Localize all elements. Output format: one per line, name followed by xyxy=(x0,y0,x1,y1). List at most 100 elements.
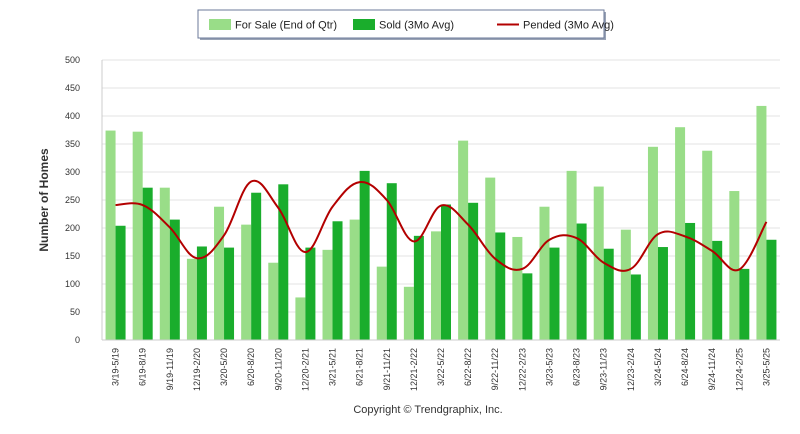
bar-for-sale xyxy=(159,187,170,340)
y-tick-label: 200 xyxy=(65,223,80,233)
bar-for-sale xyxy=(675,127,686,340)
x-tick-label: 9/23-11/23 xyxy=(599,348,609,390)
y-tick-label: 300 xyxy=(65,167,80,177)
bar-sold xyxy=(712,240,723,340)
legend-box xyxy=(197,9,605,39)
bar-for-sale xyxy=(349,219,360,340)
y-tick-label: 150 xyxy=(65,251,80,261)
bar-for-sale xyxy=(620,229,631,340)
y-tick-label: 50 xyxy=(70,307,80,317)
x-tick-label: 12/21-2/22 xyxy=(409,348,419,391)
bar-sold xyxy=(522,273,533,340)
bar-sold xyxy=(305,247,316,340)
y-tick-label: 100 xyxy=(65,279,80,289)
x-tick-label: 12/19-2/20 xyxy=(192,348,202,391)
bar-sold xyxy=(142,187,153,340)
bar-sold xyxy=(766,239,777,340)
pended-line-layer xyxy=(115,179,768,272)
bar-for-sale xyxy=(539,206,550,340)
x-tick-label: 3/22-5/22 xyxy=(436,348,446,386)
copyright-text: Copyright © Trendgraphix, Inc. xyxy=(353,404,502,416)
x-tick-label: 6/23-8/23 xyxy=(572,348,582,386)
y-tick-label: 500 xyxy=(65,55,80,65)
bar-sold xyxy=(685,222,696,340)
bar-sold xyxy=(657,247,668,340)
bar-for-sale xyxy=(186,258,197,340)
y-axis-title: Number of Homes xyxy=(37,148,51,252)
bar-for-sale xyxy=(756,105,767,340)
y-tick-label: 350 xyxy=(65,139,80,149)
axes: 0 50 100 150 200 250 300 350 400 450 500 3/19-5/19 6… xyxy=(65,55,780,391)
bar-sold xyxy=(441,204,451,340)
x-tick-label: 3/25-5/25 xyxy=(761,348,771,386)
bar-sold xyxy=(359,170,370,340)
bar-sold xyxy=(386,183,397,340)
x-tick-label: 12/23-2/24 xyxy=(626,348,636,391)
bar-for-sale xyxy=(566,170,577,340)
bar-for-sale xyxy=(702,150,713,340)
series-line-pended xyxy=(115,179,768,272)
bar-sold xyxy=(278,184,289,340)
x-tick-label: 3/23-5/23 xyxy=(544,348,554,386)
bar-for-sale xyxy=(512,236,523,340)
bar-sold xyxy=(549,247,560,340)
x-tick-label: 12/20-2/21 xyxy=(300,348,310,391)
x-tick-label: 3/20-5/20 xyxy=(219,348,229,386)
bar-for-sale xyxy=(241,224,252,340)
bar-for-sale xyxy=(132,131,143,340)
bar-sold xyxy=(413,235,424,340)
bar-for-sale xyxy=(593,186,604,340)
bar-sold xyxy=(115,225,126,340)
bar-for-sale xyxy=(295,297,306,340)
bar-sold xyxy=(630,274,641,340)
x-tick-label: 3/21-5/21 xyxy=(328,348,338,386)
y-tick-label: 250 xyxy=(65,195,80,205)
bar-for-sale xyxy=(431,231,441,340)
legend-label: Sold (3Mo Avg) xyxy=(379,20,454,32)
bar-sold xyxy=(739,268,750,340)
bar-sold xyxy=(603,248,614,340)
x-tick-label: 3/19-5/19 xyxy=(111,348,121,386)
legend: For Sale (End of Qtr) Sold (3Mo Avg) Pende… xyxy=(197,9,614,40)
bar-for-sale xyxy=(485,177,496,340)
bar-for-sale xyxy=(214,206,225,340)
bar-sold xyxy=(224,247,235,340)
x-tick-label: 9/19-11/19 xyxy=(165,348,175,390)
bar-sold xyxy=(495,232,506,340)
x-tick-label: 6/19-8/19 xyxy=(138,348,148,386)
x-tick-label: 6/24-8/24 xyxy=(680,348,690,386)
bar-for-sale xyxy=(322,249,333,340)
bar-sold xyxy=(196,246,207,340)
x-tick-label: 9/20-11/20 xyxy=(273,348,283,390)
x-tick-label: 9/24-11/24 xyxy=(707,348,717,390)
bar-sold xyxy=(576,223,587,340)
y-tick-label: 400 xyxy=(65,111,80,121)
bar-for-sale xyxy=(268,262,279,340)
x-tick-label: 6/20-8/20 xyxy=(246,348,256,386)
bar-for-sale xyxy=(403,286,414,340)
bar-for-sale xyxy=(458,140,469,340)
bar-for-sale xyxy=(376,266,387,340)
bar-sold xyxy=(251,192,262,340)
legend-swatch xyxy=(209,19,231,30)
bar-for-sale xyxy=(105,130,116,340)
bar-for-sale xyxy=(647,146,658,340)
bar-sold xyxy=(332,221,343,340)
x-tick-label: 12/24-2/25 xyxy=(734,348,744,391)
y-tick-label: 450 xyxy=(65,83,80,93)
x-tick-label: 9/21-11/21 xyxy=(382,348,392,390)
bar-sold xyxy=(468,202,479,340)
bar-for-sale xyxy=(729,191,740,340)
bars xyxy=(105,105,777,340)
x-tick-label: 6/21-8/21 xyxy=(355,348,365,386)
y-tick-label: 0 xyxy=(75,335,80,345)
legend-label: Pended (3Mo Avg) xyxy=(523,20,614,32)
x-tick-label: 12/22-2/23 xyxy=(517,348,527,391)
legend-label: For Sale (End of Qtr) xyxy=(235,20,337,32)
legend-swatch xyxy=(353,19,375,30)
x-tick-label: 9/22-11/22 xyxy=(490,348,500,390)
x-tick-label: 6/22-8/22 xyxy=(463,348,473,386)
bar-sold xyxy=(169,219,180,340)
x-tick-label: 3/24-5/24 xyxy=(653,348,663,386)
